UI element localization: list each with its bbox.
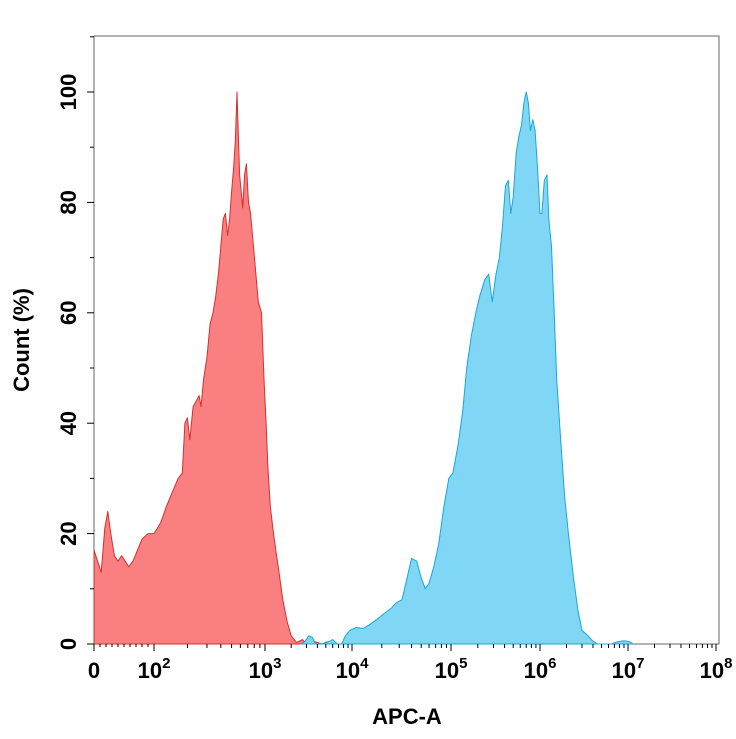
x-tick-label: 105 [435, 655, 468, 683]
x-tick-label: 0 [88, 658, 100, 683]
y-axis-label: Count (%) [9, 288, 34, 392]
x-tick-label: 102 [138, 655, 171, 683]
y-tick-label: 0 [56, 638, 81, 650]
y-axis: 0 20 40 60 80 100 [56, 36, 94, 650]
x-axis-label: APC-A [372, 704, 442, 729]
x-tick-label: 103 [249, 655, 282, 683]
y-tick-label: 100 [56, 74, 81, 111]
y-tick-label: 40 [56, 411, 81, 435]
y-tick-label: 60 [56, 301, 81, 325]
x-axis: 0 102 103 104 105 106 107 108 [88, 644, 733, 683]
x-tick-label: 108 [700, 655, 733, 683]
x-tick-label: 106 [524, 655, 557, 683]
x-tick-label: 104 [336, 655, 369, 683]
x-tick-label: 107 [612, 655, 645, 683]
histogram-series-2 [300, 91, 634, 645]
y-tick-label: 20 [56, 521, 81, 545]
histogram-series-1 [93, 91, 334, 645]
series-layer [93, 91, 634, 645]
y-tick-label: 80 [56, 190, 81, 214]
